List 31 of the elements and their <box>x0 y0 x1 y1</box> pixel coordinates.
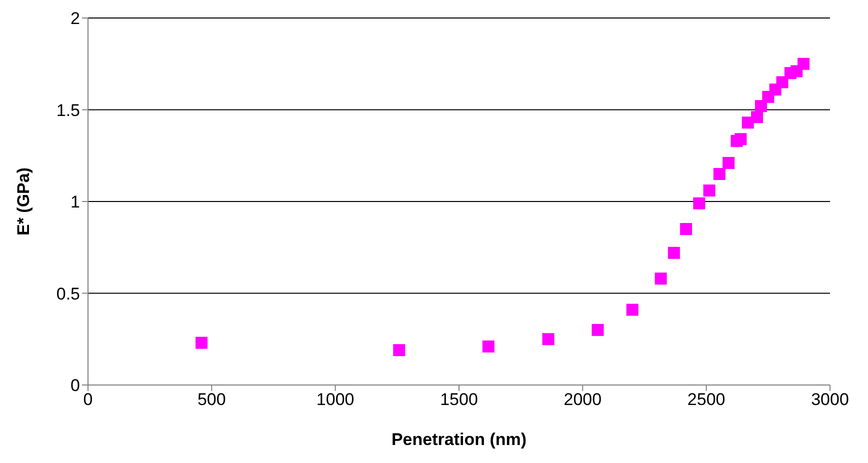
point <box>592 324 604 336</box>
point <box>722 156 735 169</box>
point <box>654 272 667 285</box>
point <box>693 197 706 210</box>
point <box>798 58 810 70</box>
point <box>776 76 788 88</box>
point <box>542 333 554 346</box>
x-tick-label: 0 <box>83 390 93 410</box>
x-tick-label: 1500 <box>440 390 478 410</box>
point <box>734 133 747 146</box>
point <box>668 246 680 259</box>
y-tick-label: 1.5 <box>56 100 80 120</box>
x-axis-title: Penetration (nm) <box>391 430 527 449</box>
point <box>626 304 638 316</box>
x-tick-label: 500 <box>197 390 226 410</box>
point <box>713 168 726 180</box>
x-tick-label: 1000 <box>316 390 354 410</box>
y-tick-label: 2 <box>70 9 80 28</box>
point <box>751 111 764 124</box>
y-tick-label: 0.5 <box>56 284 80 304</box>
y-tick-label: 0 <box>70 376 80 396</box>
x-tick-label: 3000 <box>811 390 849 410</box>
point <box>393 344 406 356</box>
y-tick-label: 1 <box>70 192 80 212</box>
x-tick-label: 2500 <box>687 390 726 410</box>
x-tick-label: 2000 <box>564 390 602 410</box>
point <box>703 184 716 196</box>
point <box>482 340 494 352</box>
point <box>680 223 692 236</box>
y-axis-title: E* (GPa) <box>14 167 34 236</box>
point <box>196 336 208 349</box>
